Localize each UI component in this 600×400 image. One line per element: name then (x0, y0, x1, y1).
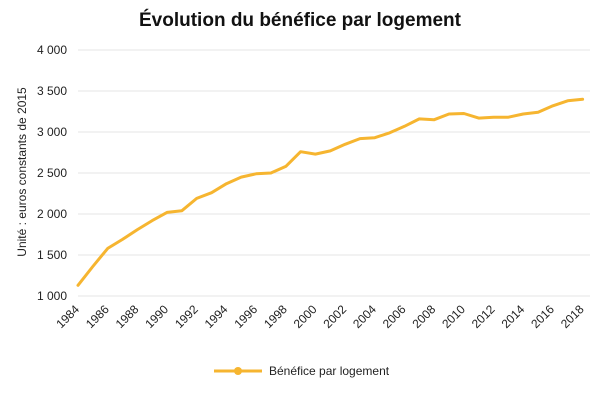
x-tick-label: 1986 (83, 302, 112, 331)
x-tick-label: 1998 (261, 302, 290, 331)
legend-marker (234, 367, 242, 375)
x-tick-label: 2018 (558, 302, 587, 331)
series-line (76, 97, 585, 287)
x-tick-label: 2012 (469, 302, 498, 331)
chart-title: Évolution du bénéfice par logement (139, 9, 462, 31)
y-tick-labels: 1 000 1 500 2 000 2 500 3 000 3 500 4 000 (37, 43, 67, 303)
x-tick-label: 1994 (202, 302, 231, 331)
y-tick-label: 1 000 (37, 289, 67, 303)
x-tick-label: 1996 (231, 302, 260, 331)
y-axis-label: Unité : euros constants de 2015 (15, 87, 29, 257)
legend-label: Bénéfice par logement (269, 364, 390, 378)
x-tick-label: 2014 (499, 302, 528, 331)
x-tick-label: 2004 (350, 302, 379, 331)
grid-lines (78, 49, 590, 297)
legend: Bénéfice par logement (214, 364, 390, 378)
y-tick-label: 3 500 (37, 84, 67, 98)
x-tick-label: 1992 (172, 302, 201, 331)
x-tick-label: 1988 (113, 302, 142, 331)
x-tick-label: 1984 (53, 302, 82, 331)
y-tick-label: 4 000 (37, 43, 67, 57)
x-tick-label: 1990 (142, 302, 171, 331)
y-tick-label: 3 000 (37, 125, 67, 139)
y-tick-label: 2 000 (37, 207, 67, 221)
series-lines (76, 97, 585, 287)
x-tick-label: 2000 (291, 302, 320, 331)
x-tick-labels: 1984 1986 1988 1990 1992 1994 1996 1998 2000 2002… (53, 302, 587, 331)
x-tick-label: 2002 (320, 302, 349, 331)
y-tick-label: 2 500 (37, 166, 67, 180)
x-tick-label: 2010 (439, 302, 468, 331)
x-tick-label: 2006 (380, 302, 409, 331)
x-tick-label: 2008 (410, 302, 439, 331)
y-tick-label: 1 500 (37, 248, 67, 262)
x-tick-label: 2016 (528, 302, 557, 331)
